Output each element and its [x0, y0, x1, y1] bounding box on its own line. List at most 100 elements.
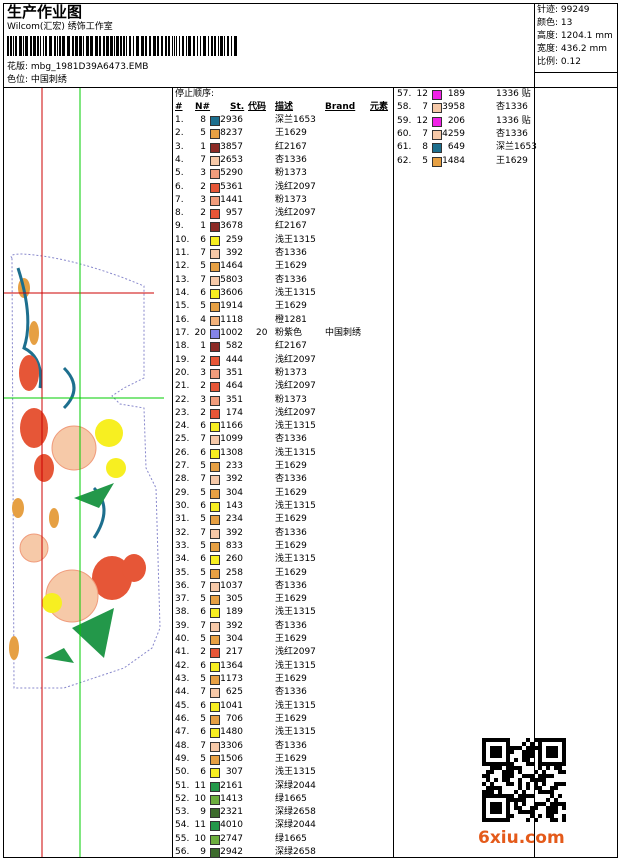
qr-module — [490, 786, 494, 790]
qr-module — [530, 814, 534, 818]
color-swatch — [210, 289, 220, 300]
qr-module — [538, 790, 542, 794]
needle: 5 — [200, 301, 206, 312]
qr-module — [538, 774, 542, 778]
bar — [59, 36, 61, 56]
row-number: 54. — [175, 820, 190, 831]
bar — [116, 36, 119, 56]
needle: 6 — [200, 500, 206, 511]
qr-module — [518, 786, 522, 790]
stitches: 706 — [225, 713, 243, 724]
qr-module — [514, 746, 518, 750]
qr-module — [562, 770, 566, 774]
stitches: 351 — [225, 394, 243, 405]
needle: 20 — [194, 327, 206, 338]
column-header: 代码 — [248, 102, 267, 112]
color-swatch — [432, 103, 442, 114]
bar — [106, 36, 109, 56]
qr-module — [482, 814, 486, 818]
qr-module — [522, 798, 526, 802]
needle: 8 — [200, 115, 206, 125]
color-swatch — [210, 129, 220, 140]
qr-module — [554, 754, 558, 758]
stitches: 1413 — [220, 793, 243, 804]
qr-module — [506, 770, 510, 774]
stitches: 1173 — [220, 674, 243, 685]
description: 粉1373 — [275, 194, 307, 205]
qr-module — [510, 750, 514, 754]
needle: 1 — [200, 141, 206, 152]
needle: 7 — [200, 248, 206, 259]
qr-module — [550, 754, 554, 758]
qr-module — [546, 798, 550, 802]
row-number: 34. — [175, 554, 190, 565]
color-swatch — [210, 595, 220, 606]
needle: 5 — [200, 514, 206, 525]
bar — [95, 36, 98, 56]
column-header: 描述 — [275, 102, 294, 112]
design-preview — [4, 88, 164, 857]
color-swatch — [210, 422, 220, 433]
description: 浅红2097 — [275, 647, 316, 658]
bar — [25, 36, 28, 56]
qr-module — [506, 754, 510, 758]
qr-module — [538, 758, 542, 762]
needle: 7 — [422, 128, 428, 139]
description: 深绿2044 — [275, 820, 316, 831]
qr-module — [506, 774, 510, 778]
description: 浅王1315 — [275, 288, 316, 299]
stitches: 649 — [447, 142, 465, 153]
row-number: 33. — [175, 540, 190, 551]
bar — [227, 36, 229, 56]
description: 王1629 — [275, 634, 307, 645]
qr-module — [494, 766, 498, 770]
bar — [43, 36, 44, 56]
qr-module — [534, 738, 538, 742]
qr-module — [526, 786, 530, 790]
qr-module — [506, 810, 510, 814]
bar — [145, 36, 147, 56]
qr-module — [526, 794, 530, 798]
qr-module — [482, 754, 486, 758]
row-number: 11. — [175, 248, 190, 259]
qr-module — [490, 806, 494, 810]
stitches: 3857 — [220, 141, 243, 152]
bar — [218, 36, 219, 56]
description: 杏1336 — [496, 102, 528, 113]
title: 生产作业图 — [7, 3, 83, 21]
qr-module — [510, 746, 514, 750]
stitches: 2321 — [220, 807, 243, 818]
qr-module — [518, 770, 522, 774]
qr-module — [526, 758, 530, 762]
row-number: 39. — [175, 620, 190, 631]
qr-module — [554, 802, 558, 806]
bar — [157, 36, 159, 56]
qr-module — [486, 790, 490, 794]
qr-module — [522, 754, 526, 758]
needle: 3 — [200, 168, 206, 179]
bar — [224, 36, 225, 56]
description: 粉1373 — [275, 168, 307, 179]
qr-module — [522, 742, 526, 746]
row-number: 30. — [175, 500, 190, 511]
description: 王1629 — [275, 128, 307, 139]
qr-module — [554, 750, 558, 754]
qr-module — [514, 790, 518, 794]
row-number: 28. — [175, 474, 190, 485]
description: 深兰1653 — [275, 115, 316, 125]
stitches: 3958 — [442, 102, 465, 113]
qr-module — [490, 754, 494, 758]
qr-module — [546, 806, 550, 810]
needle: 4 — [200, 314, 206, 325]
bar — [120, 36, 122, 56]
row-number: 44. — [175, 687, 190, 698]
stitches: 1480 — [220, 727, 243, 738]
qr-module — [506, 750, 510, 754]
description: 绿1665 — [275, 793, 307, 804]
description: 浅红2097 — [275, 381, 316, 392]
qr-module — [498, 786, 502, 790]
qr-module — [482, 806, 486, 810]
qr-module — [502, 818, 506, 822]
border — [3, 857, 617, 858]
qr-module — [522, 794, 526, 798]
